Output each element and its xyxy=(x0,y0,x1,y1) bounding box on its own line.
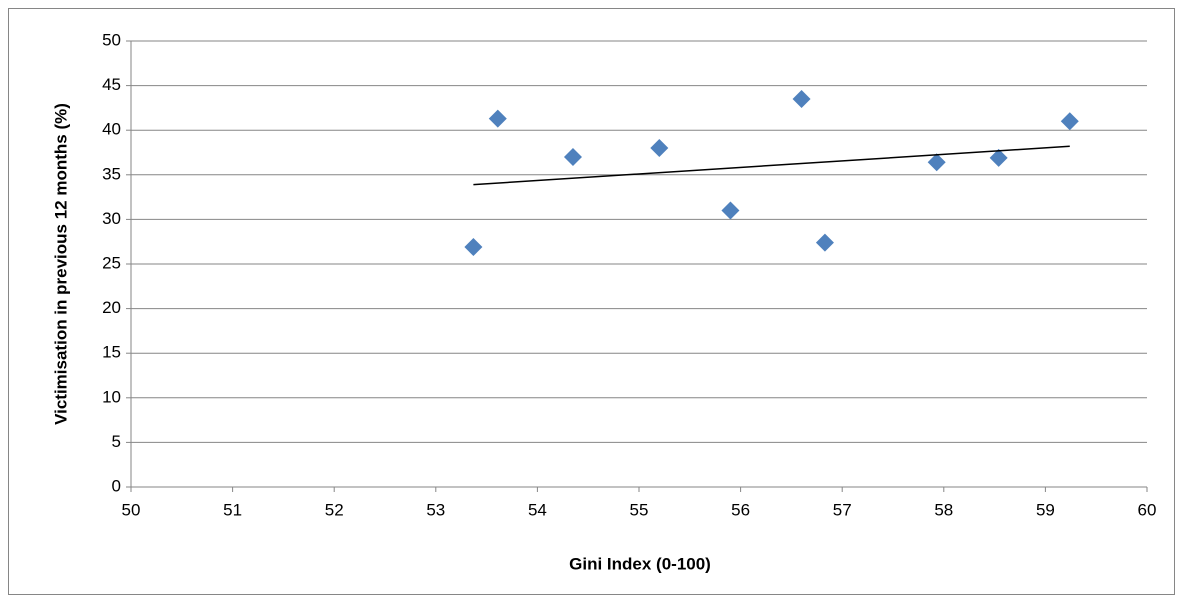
y-axis-title: Victimisation in previous 12 months (%) xyxy=(51,103,70,425)
y-tick-label: 35 xyxy=(102,164,121,183)
x-tick-label: 51 xyxy=(223,500,242,519)
x-tick-label: 56 xyxy=(731,500,750,519)
y-tick-label: 15 xyxy=(102,343,121,362)
y-tick-label: 5 xyxy=(112,432,121,451)
trendline xyxy=(473,145,1070,186)
point xyxy=(488,109,507,128)
y-tick-label: 0 xyxy=(112,476,121,495)
point xyxy=(792,89,811,108)
point xyxy=(1060,112,1079,131)
point xyxy=(563,147,582,166)
x-tick-label: 53 xyxy=(426,500,445,519)
x-tick-label: 58 xyxy=(934,500,953,519)
y-tick-label: 25 xyxy=(102,253,121,272)
y-tick-label: 50 xyxy=(102,30,121,49)
chart-border xyxy=(8,8,1175,595)
x-tick-label: 54 xyxy=(528,500,547,519)
y-tick-label: 40 xyxy=(102,120,121,139)
y-tick-label: 10 xyxy=(102,387,121,406)
x-tick-label: 50 xyxy=(122,500,141,519)
point xyxy=(721,201,740,220)
y-tick-label: 30 xyxy=(102,209,121,228)
point xyxy=(464,238,483,257)
x-tick-label: 52 xyxy=(325,500,344,519)
x-tick-label: 57 xyxy=(833,500,852,519)
x-tick-label: 60 xyxy=(1138,500,1157,519)
x-tick-label: 55 xyxy=(630,500,649,519)
point xyxy=(989,148,1008,167)
y-tick-label: 20 xyxy=(102,298,121,317)
y-tick-label: 45 xyxy=(102,75,121,94)
x-tick-label: 59 xyxy=(1036,500,1055,519)
x-axis-title: Gini Index (0-100) xyxy=(569,554,711,573)
point xyxy=(650,139,669,158)
point xyxy=(927,153,946,172)
point xyxy=(815,233,834,252)
